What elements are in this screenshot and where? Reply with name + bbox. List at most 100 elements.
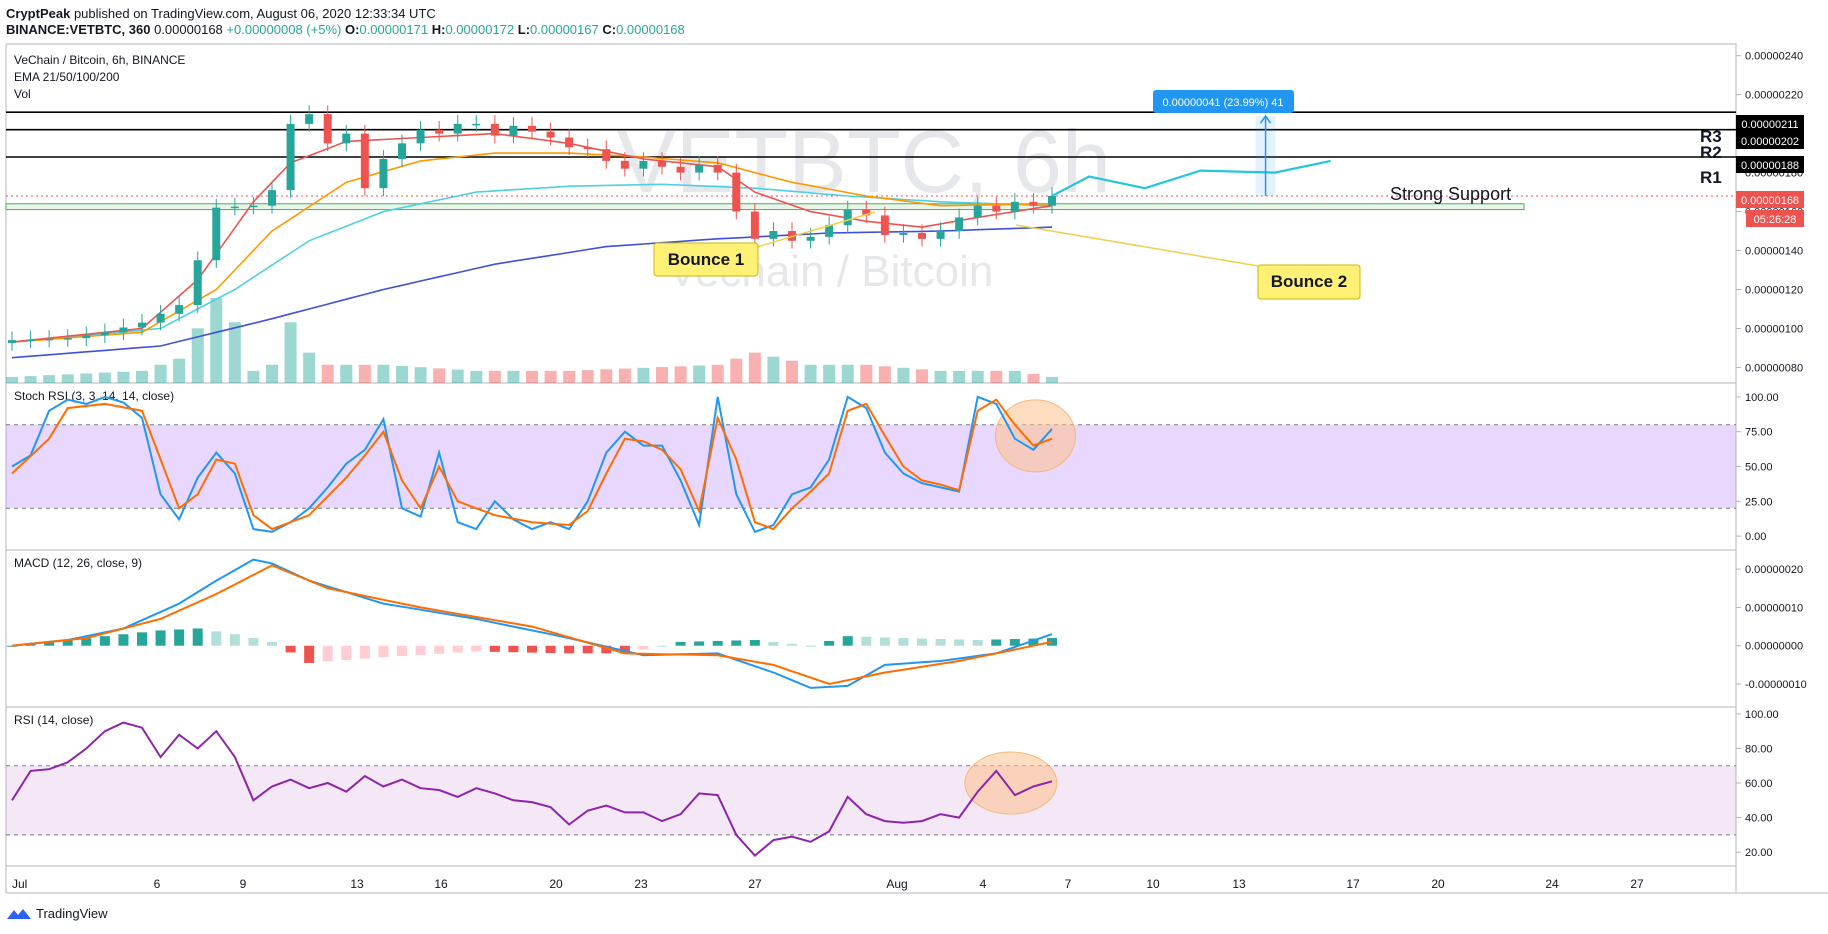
candle[interactable] [305,114,314,124]
rsi-highlight[interactable] [964,751,1058,815]
candle[interactable] [1048,195,1056,206]
open-value: 0.00000171 [359,22,429,37]
candle[interactable] [509,125,518,136]
candle[interactable] [435,129,444,134]
candle[interactable] [918,232,926,239]
candle[interactable] [156,313,165,323]
stoch-rsi-d-line[interactable] [11,398,1053,531]
candle[interactable] [992,205,1001,212]
candle[interactable] [676,166,685,173]
projected-path-line[interactable] [1051,159,1331,197]
stoch-rsi-highlight[interactable] [994,399,1076,473]
bounce-1-callout[interactable] [653,242,759,277]
footer-brand[interactable]: TradingView [36,906,108,921]
candle[interactable] [769,231,778,239]
candle[interactable] [528,125,536,132]
candle[interactable] [175,305,184,314]
ema-50-line[interactable] [11,152,1053,343]
macd-histogram-bar [824,640,835,646]
candle[interactable] [8,340,16,344]
candle[interactable] [658,160,666,167]
r1-label: R1 [1700,168,1722,187]
candle[interactable] [936,231,945,239]
candle[interactable] [453,123,462,134]
candle[interactable] [602,149,611,161]
candle[interactable] [732,172,741,212]
macd-tick-label: 0.00000000 [1745,641,1803,653]
candle[interactable] [268,190,276,206]
candle[interactable] [360,133,369,189]
macd-histogram-bar [397,645,407,657]
candle[interactable] [1029,201,1038,206]
macd-histogram-bar [879,637,890,646]
candle[interactable] [862,209,871,216]
candle[interactable] [100,332,109,336]
candle[interactable] [565,137,574,148]
volume-bar [6,376,18,383]
candle[interactable] [63,338,72,340]
candle[interactable] [583,147,592,150]
candle[interactable] [138,322,146,328]
candle[interactable] [212,207,221,261]
macd-histogram-bar [601,645,612,654]
rsi-line[interactable] [11,721,1053,857]
volume-bar [80,373,93,383]
volume-bar [916,369,928,383]
x-tick-label: 24 [1545,877,1559,891]
candle[interactable] [750,211,759,239]
volume-bar [823,364,836,383]
macd-histogram-bar [991,639,1002,646]
candle[interactable] [82,335,91,339]
r1-price-text: 0.00000188 [1741,160,1799,172]
macd-histogram-bar [712,640,723,646]
candle[interactable] [230,206,239,209]
candle[interactable] [286,123,295,191]
publisher-name[interactable]: CryptPeak [6,6,71,21]
volume-bar [804,364,817,383]
candle[interactable] [955,217,964,232]
candle[interactable] [825,225,834,237]
candle[interactable] [620,160,629,169]
macd-histogram-bar [267,641,277,646]
candle[interactable] [398,143,406,159]
macd-signal-line[interactable] [11,564,1053,686]
candle[interactable] [899,232,908,235]
candle[interactable] [843,209,852,226]
macd-histogram-bar [99,636,110,646]
candle[interactable] [323,114,332,144]
bounce-1-pointer [756,211,876,248]
strong-support-zone[interactable] [5,203,1525,211]
candle[interactable] [416,129,425,144]
candle[interactable] [806,236,815,241]
macd-tick-label: 0.00000010 [1745,602,1803,614]
candle[interactable] [342,133,351,144]
volume-bar [210,298,223,383]
ema-200-line[interactable] [11,226,1053,359]
candle[interactable] [880,215,889,235]
candle[interactable] [249,205,258,208]
candle[interactable] [713,164,722,173]
candle[interactable] [379,158,388,189]
stoch-rsi-k-line[interactable] [11,395,1053,534]
macd-pane[interactable] [5,549,1737,708]
candle[interactable] [973,205,982,218]
measure-badge[interactable] [1153,90,1294,113]
macd-histogram-bar [137,632,147,646]
candle[interactable] [1010,201,1019,212]
candle[interactable] [193,260,202,306]
candle[interactable] [45,338,54,341]
macd-line[interactable] [11,558,1053,689]
x-tick-label: 13 [350,877,364,891]
candle[interactable] [695,164,704,173]
macd-histogram-bar [1009,639,1020,646]
candle[interactable] [472,123,481,126]
volume-bar [618,368,631,383]
macd-histogram-bar [118,634,129,646]
candle[interactable] [546,131,555,138]
candle[interactable] [119,327,128,333]
candle[interactable] [639,160,648,169]
bounce-2-callout[interactable] [1257,264,1361,300]
candle[interactable] [490,123,499,136]
candle[interactable] [26,339,35,341]
